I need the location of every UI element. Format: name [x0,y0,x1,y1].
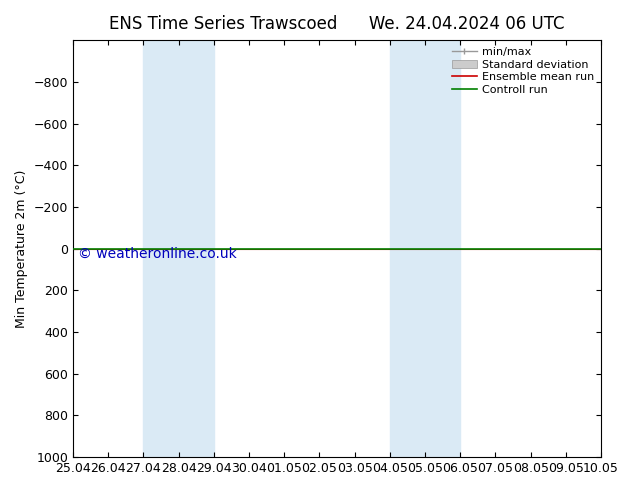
Title: ENS Time Series Trawscoed      We. 24.04.2024 06 UTC: ENS Time Series Trawscoed We. 24.04.2024… [109,15,565,33]
Legend: min/max, Standard deviation, Ensemble mean run, Controll run: min/max, Standard deviation, Ensemble me… [448,42,599,99]
Bar [390,40,460,457]
Y-axis label: Min Temperature 2m (°C): Min Temperature 2m (°C) [15,170,28,328]
Bar [143,40,214,457]
Text: © weatheronline.co.uk: © weatheronline.co.uk [78,246,237,261]
